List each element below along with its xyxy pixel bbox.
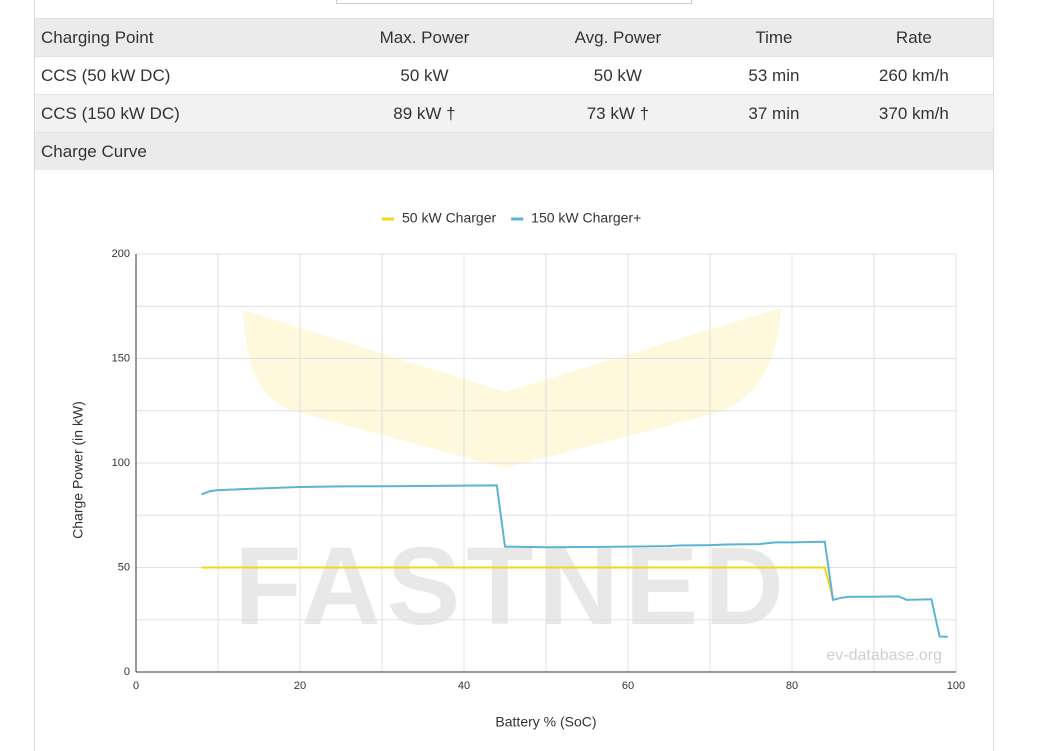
y-tick-label: 200 [112,248,130,260]
data-row: CCS (150 kW DC) 89 kW † 73 kW † 37 min 370 k… [35,94,993,133]
container: Charging Point Max. Power Avg. Power Time Ra… [34,0,994,751]
section-row: Charge Curve [35,132,993,170]
table-cell: 53 min [713,56,835,95]
table-cell: 260 km/h [834,56,993,95]
table-cell: Rate [834,18,993,57]
table-cell: 370 km/h [834,94,993,133]
x-tick-label: 60 [622,680,634,692]
y-tick-label: 0 [124,666,130,678]
x-tick-label: 0 [133,680,139,692]
table-cell: Time [713,18,835,57]
x-axis-label: Battery % (SoC) [495,714,596,730]
table-cell: Charge Curve [35,132,993,170]
table-cell: 73 kW † [522,94,714,133]
credit: ev-database.org [826,647,942,664]
x-tick-label: 80 [786,680,798,692]
y-axis-label: Charge Power (in kW) [70,401,86,539]
y-tick-label: 50 [118,561,130,573]
x-tick-label: 100 [947,680,965,692]
header-row: Charging Point Max. Power Avg. Power Time Ra… [35,18,993,57]
table-cell: 50 kW [522,56,714,95]
table-cell: CCS (50 kW DC) [35,56,327,95]
legend-label: 150 kW Charger+ [531,210,641,226]
table-cell: 89 kW † [326,94,523,133]
y-tick-label: 150 [112,352,130,364]
table-cell: 37 min [713,94,835,133]
table-cell: Charging Point [35,18,327,57]
watermark: FASTNED [234,525,789,648]
legend-label: 50 kW Charger [402,210,496,226]
data-row: CCS (50 kW DC) 50 kW 50 kW 53 min 260 km/h [35,56,993,95]
charging-table: Charging Point Max. Power Avg. Power Time Ra… [35,18,993,170]
x-tick-label: 40 [458,680,470,692]
y-tick-label: 100 [112,457,130,469]
table-cell: Max. Power [326,18,523,57]
data-line [201,566,834,600]
table-cell: 50 kW [326,56,523,95]
data-line [201,484,948,638]
table-cell: CCS (150 kW DC) [35,94,327,133]
table-cell: Avg. Power [522,18,714,57]
logo-watermark [243,308,781,468]
image-fragment [336,0,692,4]
x-tick-label: 20 [294,680,306,692]
